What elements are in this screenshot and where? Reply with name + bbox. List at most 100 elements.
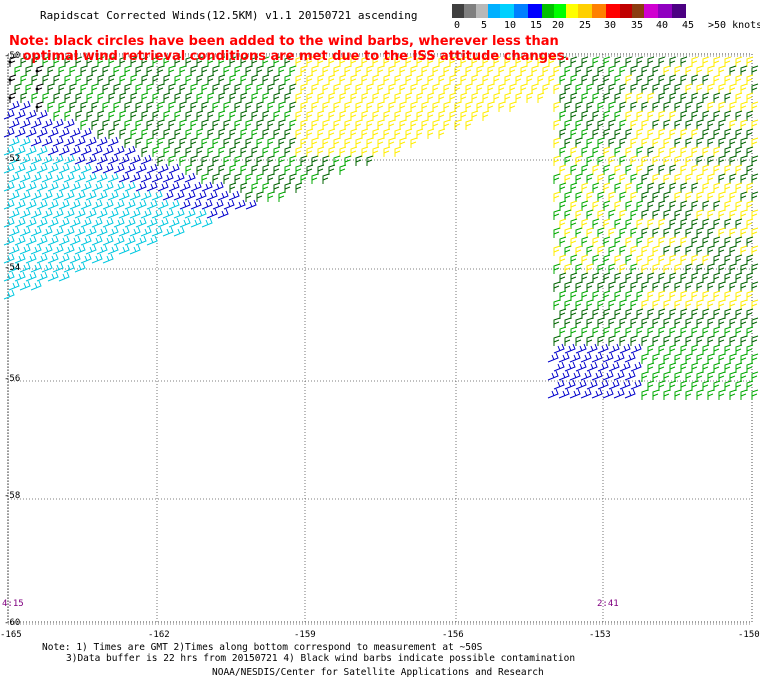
cb-label-40: 40 — [656, 20, 669, 31]
wind-barb — [630, 299, 638, 310]
wind-barb — [69, 235, 81, 246]
wind-barb — [69, 217, 81, 228]
wind-barb — [185, 110, 193, 121]
wind-barb — [333, 65, 341, 76]
wind-barb — [707, 245, 715, 256]
wind-barb — [20, 56, 28, 67]
wind-barb — [702, 272, 710, 283]
wind-barb — [234, 137, 242, 148]
wind-barb — [564, 281, 572, 292]
wind-barb — [674, 371, 682, 382]
wind-barb — [570, 182, 578, 193]
wind-barb — [581, 218, 589, 229]
wind-barb — [751, 119, 759, 130]
wind-barb — [113, 199, 125, 210]
wind-barb — [317, 128, 325, 139]
wind-barb — [619, 155, 627, 166]
wind-barb — [707, 209, 715, 220]
wind-barb — [86, 110, 94, 121]
wind-barb — [658, 92, 666, 103]
wind-barb — [713, 218, 721, 229]
colorbar-swatch — [606, 4, 620, 18]
wind-barb — [630, 335, 638, 346]
wind-barb — [652, 227, 660, 238]
wind-barb — [636, 164, 644, 175]
wind-barb — [652, 191, 660, 202]
wind-barb — [707, 263, 715, 274]
wind-barb — [614, 146, 622, 157]
wind-barb — [691, 200, 699, 211]
wind-barb — [135, 65, 143, 76]
wind-barb — [157, 199, 169, 210]
wind-barb — [218, 56, 226, 67]
wind-barb — [223, 119, 231, 130]
wind-barb — [504, 56, 512, 67]
wind-barb — [427, 92, 435, 103]
wind-barb — [614, 182, 622, 193]
wind-barb — [130, 56, 138, 67]
wind-barb — [685, 389, 693, 400]
wind-barb — [597, 137, 605, 148]
wind-barb — [113, 101, 121, 112]
wind-barb — [603, 92, 611, 103]
wind-barb — [344, 101, 352, 112]
wind-barb — [707, 155, 715, 166]
wind-barb — [471, 56, 479, 67]
wind-barb — [3, 145, 15, 156]
wind-barb — [74, 136, 86, 147]
wind-barb — [707, 101, 715, 112]
wind-barb — [592, 326, 600, 337]
wind-barb — [718, 209, 726, 220]
wind-barb — [41, 226, 53, 237]
wind-barb — [735, 290, 743, 301]
wind-barb — [724, 74, 732, 85]
wind-barb — [614, 218, 622, 229]
wind-barb — [685, 83, 693, 94]
wind-barb — [581, 236, 589, 247]
wind-barb — [702, 92, 710, 103]
wind-barb — [751, 353, 759, 364]
wind-barb — [636, 128, 644, 139]
wind-barb — [372, 74, 380, 85]
wind-barb — [641, 119, 649, 130]
wind-barb — [680, 110, 688, 121]
wind-barb — [69, 101, 77, 112]
wind-barb — [118, 172, 130, 183]
wind-barb — [410, 101, 418, 112]
wind-barb — [119, 128, 127, 139]
wind-barb — [740, 65, 748, 76]
wind-barb — [685, 137, 693, 148]
wind-barb — [118, 244, 130, 255]
wind-barb — [591, 352, 603, 363]
wind-barb — [592, 128, 600, 139]
wind-barb — [69, 181, 81, 192]
wind-barb — [361, 92, 369, 103]
wind-barb — [256, 119, 264, 130]
wind-barb — [107, 136, 119, 147]
wind-barb — [97, 92, 105, 103]
wind-barb — [3, 199, 15, 210]
wind-barb — [19, 262, 31, 273]
wind-barb — [278, 65, 286, 76]
wind-barb — [317, 74, 325, 85]
wind-barb — [36, 145, 48, 156]
wind-barb — [548, 74, 556, 85]
wind-barb — [432, 83, 440, 94]
wind-barb — [724, 146, 732, 157]
wind-barb — [713, 236, 721, 247]
wind-barb — [25, 253, 37, 264]
lon-label-156: -156 — [442, 630, 464, 640]
wind-barb — [625, 182, 633, 193]
wind-barb — [647, 218, 655, 229]
wind-barb — [3, 235, 15, 246]
wind-barb — [569, 352, 581, 363]
wind-barb — [636, 254, 644, 265]
wind-barb — [746, 290, 754, 301]
wind-barb — [96, 136, 108, 147]
wind-barb — [680, 74, 688, 85]
wind-barb — [278, 191, 286, 202]
wind-barb — [8, 100, 20, 111]
wind-barb — [438, 56, 446, 67]
wind-barb — [80, 199, 92, 210]
wind-barb — [339, 146, 347, 157]
